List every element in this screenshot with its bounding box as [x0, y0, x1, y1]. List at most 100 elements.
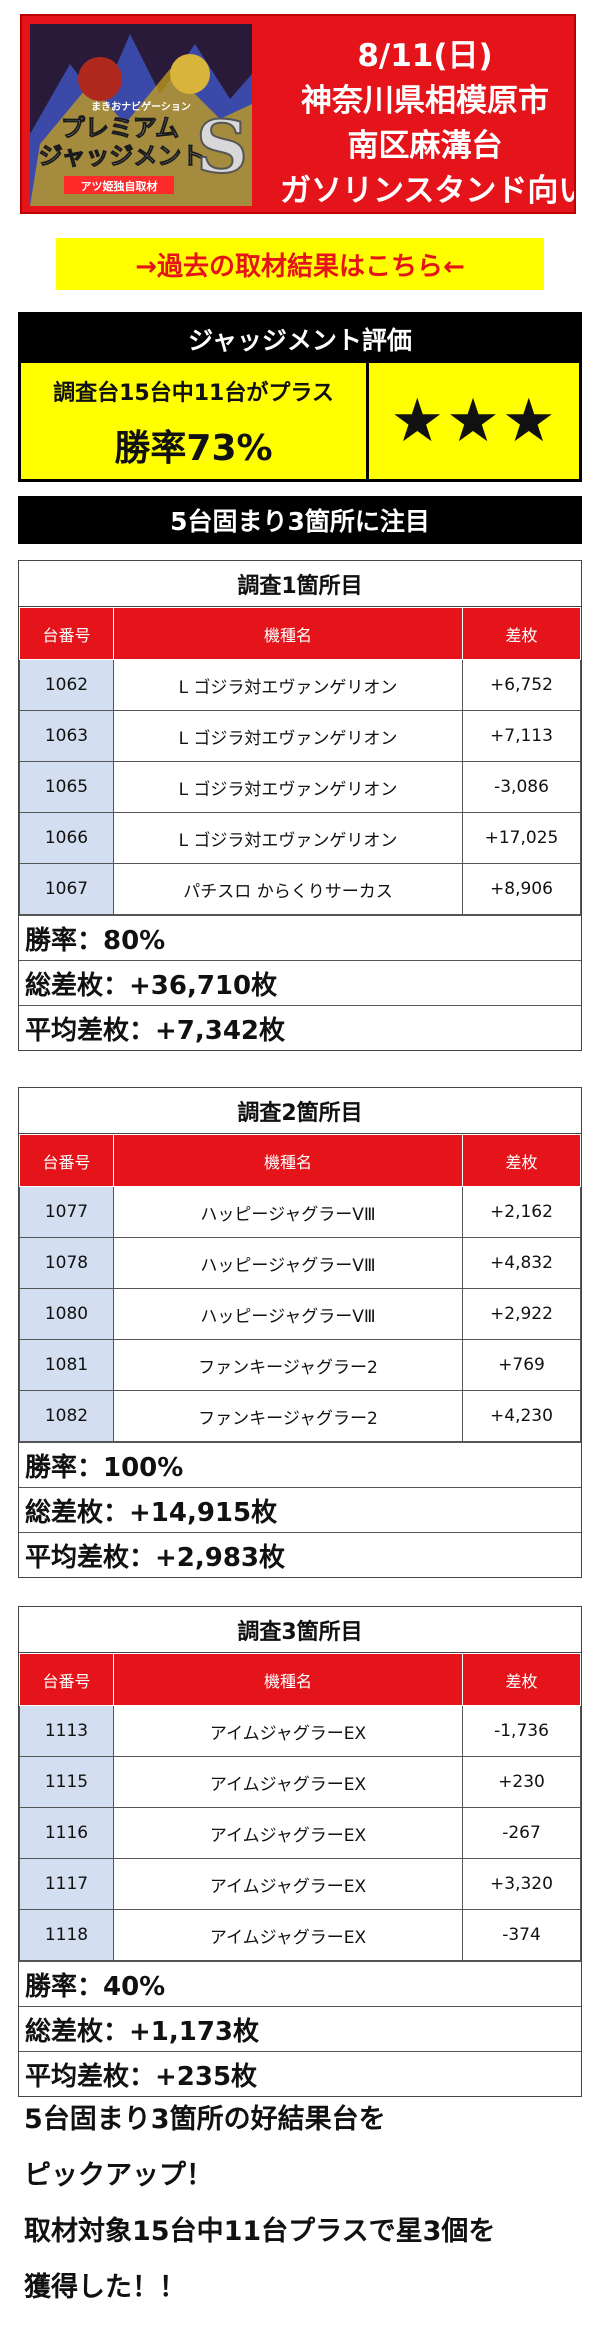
table-row: 1080 ハッピージャグラーVⅢ +2,922 — [19, 1288, 581, 1340]
coin-diff: +7,113 — [462, 710, 581, 762]
logo-s-mark: S — [196, 104, 248, 189]
coin-diff: +17,025 — [462, 812, 581, 864]
table-row: 1065 L ゴジラ対エヴァンゲリオン -3,086 — [19, 761, 581, 813]
results-table: 台番号 機種名 差枚 1113 アイムジャグラーEX -1,736 1115 アイムジ… — [19, 1653, 581, 1961]
table-row: 1066 L ゴジラ対エヴァンゲリオン +17,025 — [19, 812, 581, 864]
coin-diff: +769 — [462, 1339, 581, 1391]
section-average-diff: 平均差枚：+7,342枚 — [19, 1005, 581, 1050]
table-row: 1116 アイムジャグラーEX -267 — [19, 1807, 581, 1859]
results-table: 台番号 機種名 差枚 1062 L ゴジラ対エヴァンゲリオン +6,752 1063… — [19, 607, 581, 915]
table-row: 1062 L ゴジラ対エヴァンゲリオン +6,752 — [19, 659, 581, 711]
table-row: 1117 アイムジャグラーEX +3,320 — [19, 1858, 581, 1910]
section-win-rate: 勝率：100% — [19, 1442, 581, 1487]
section-win-rate: 勝率：80% — [19, 915, 581, 960]
premium-judgment-logo: まきおナビゲーション プレミアム ジャッジメント S アツ姫独自取材 — [30, 24, 252, 206]
section-title: 調査3箇所目 — [19, 1607, 581, 1653]
table-header-row: 台番号 機種名 差枚 — [19, 1653, 581, 1706]
machine-no: 1066 — [19, 812, 114, 864]
logo-badge: アツ姫独自取材 — [81, 179, 158, 193]
evaluation-win-rate: 勝率73% — [114, 428, 273, 469]
machine-no: 1077 — [19, 1186, 114, 1238]
survey-section-3: 調査3箇所目 台番号 機種名 差枚 1113 アイムジャグラーEX -1,736 1… — [18, 1606, 582, 2097]
table-row: 1115 アイムジャグラーEX +230 — [19, 1756, 581, 1808]
model-name: ファンキージャグラー2 — [113, 1390, 463, 1442]
machine-no: 1082 — [19, 1390, 114, 1442]
section-total-diff: 総差枚：+1,173枚 — [19, 2006, 581, 2051]
table-row: 1113 アイムジャグラーEX -1,736 — [19, 1705, 581, 1757]
store-city: 神奈川県相模原市 — [301, 83, 549, 119]
col-diff: 差枚 — [462, 1653, 581, 1706]
machine-no: 1067 — [19, 863, 114, 915]
section-win-rate: 勝率：40% — [19, 1961, 581, 2006]
coin-diff: +6,752 — [462, 659, 581, 711]
table-row: 1082 ファンキージャグラー2 +4,230 — [19, 1390, 581, 1442]
col-machine-no: 台番号 — [19, 1653, 114, 1706]
judgment-evaluation: ジャッジメント評価 調査台15台中11台がプラス 勝率73% ★★★ — [18, 312, 582, 482]
model-name: アイムジャグラーEX — [113, 1858, 463, 1910]
model-name: L ゴジラ対エヴァンゲリオン — [113, 659, 463, 711]
coin-diff: -267 — [462, 1807, 581, 1859]
section-title: 調査2箇所目 — [19, 1088, 581, 1134]
coin-diff: +230 — [462, 1756, 581, 1808]
machine-no: 1113 — [19, 1705, 114, 1757]
model-name: アイムジャグラーEX — [113, 1756, 463, 1808]
model-name: アイムジャグラーEX — [113, 1807, 463, 1859]
table-row: 1081 ファンキージャグラー2 +769 — [19, 1339, 581, 1391]
machine-no: 1081 — [19, 1339, 114, 1391]
model-name: ハッピージャグラーVⅢ — [113, 1237, 463, 1289]
coin-diff: -3,086 — [462, 761, 581, 813]
table-row: 1063 L ゴジラ対エヴァンゲリオン +7,113 — [19, 710, 581, 762]
coin-diff: -1,736 — [462, 1705, 581, 1757]
section-average-diff: 平均差枚：+235枚 — [19, 2051, 581, 2096]
table-row: 1067 パチスロ からくりサーカス +8,906 — [19, 863, 581, 915]
coin-diff: +4,230 — [462, 1390, 581, 1442]
closing-line: 獲得した！！ — [24, 2272, 186, 2303]
model-name: ファンキージャグラー2 — [113, 1339, 463, 1391]
machine-no: 1116 — [19, 1807, 114, 1859]
machine-no: 1065 — [19, 761, 114, 813]
col-diff: 差枚 — [462, 607, 581, 660]
col-model: 機種名 — [113, 1653, 463, 1706]
col-model: 機種名 — [113, 1134, 463, 1187]
store-landmark: ガソリンスタンド向い — [280, 173, 576, 209]
model-name: アイムジャグラーEX — [113, 1705, 463, 1757]
section-title: 調査1箇所目 — [19, 561, 581, 607]
coin-diff: +2,922 — [462, 1288, 581, 1340]
model-name: L ゴジラ対エヴァンゲリオン — [113, 812, 463, 864]
machine-no: 1062 — [19, 659, 114, 711]
logo-title-line2: ジャッジメント — [39, 142, 206, 170]
model-name: パチスロ からくりサーカス — [113, 863, 463, 915]
survey-date: 8/11(日) — [357, 38, 493, 74]
machine-no: 1063 — [19, 710, 114, 762]
closing-line: 取材対象15台中11台プラスで星3個を — [24, 2216, 496, 2247]
header-banner: まきおナビゲーション プレミアム ジャッジメント S アツ姫独自取材 8/11(… — [20, 14, 576, 214]
coin-diff: +3,320 — [462, 1858, 581, 1910]
logo-tagline: まきおナビゲーション — [91, 100, 191, 113]
table-header-row: 台番号 機種名 差枚 — [19, 1134, 581, 1187]
evaluation-summary: 調査台15台中11台がプラス 勝率73% — [21, 363, 369, 479]
model-name: L ゴジラ対エヴァンゲリオン — [113, 761, 463, 813]
results-table: 台番号 機種名 差枚 1077 ハッピージャグラーVⅢ +2,162 1078 ハッピ… — [19, 1134, 581, 1442]
evaluation-heading: ジャッジメント評価 — [21, 315, 579, 363]
col-model: 機種名 — [113, 607, 463, 660]
coin-diff: +4,832 — [462, 1237, 581, 1289]
machine-no: 1118 — [19, 1909, 114, 1961]
evaluation-condition: 調査台15台中11台がプラス — [53, 381, 334, 406]
store-district: 南区麻溝台 — [347, 128, 503, 164]
past-results-link[interactable]: →過去の取材結果はこちら← — [56, 238, 544, 290]
star-rating: ★★★ — [369, 363, 579, 479]
store-info: 8/11(日) 神奈川県相模原市 南区麻溝台 ガソリンスタンド向い — [280, 34, 576, 212]
closing-line: ピックアップ！ — [24, 2160, 213, 2191]
survey-section-2: 調査2箇所目 台番号 機種名 差枚 1077 ハッピージャグラーVⅢ +2,162 … — [18, 1087, 582, 1578]
closing-comment: 5台固まり3箇所の好結果台を ピックアップ！ 取材対象15台中11台プラスで星3… — [24, 2092, 584, 2316]
focus-heading: 5台固まり3箇所に注目 — [18, 496, 582, 544]
model-name: L ゴジラ対エヴァンゲリオン — [113, 710, 463, 762]
section-average-diff: 平均差枚：+2,983枚 — [19, 1532, 581, 1577]
machine-no: 1080 — [19, 1288, 114, 1340]
machine-no: 1117 — [19, 1858, 114, 1910]
model-name: ハッピージャグラーVⅢ — [113, 1186, 463, 1238]
table-row: 1078 ハッピージャグラーVⅢ +4,832 — [19, 1237, 581, 1289]
survey-section-1: 調査1箇所目 台番号 機種名 差枚 1062 L ゴジラ対エヴァンゲリオン +6,7… — [18, 560, 582, 1051]
section-total-diff: 総差枚：+36,710枚 — [19, 960, 581, 1005]
model-name: アイムジャグラーEX — [113, 1909, 463, 1961]
